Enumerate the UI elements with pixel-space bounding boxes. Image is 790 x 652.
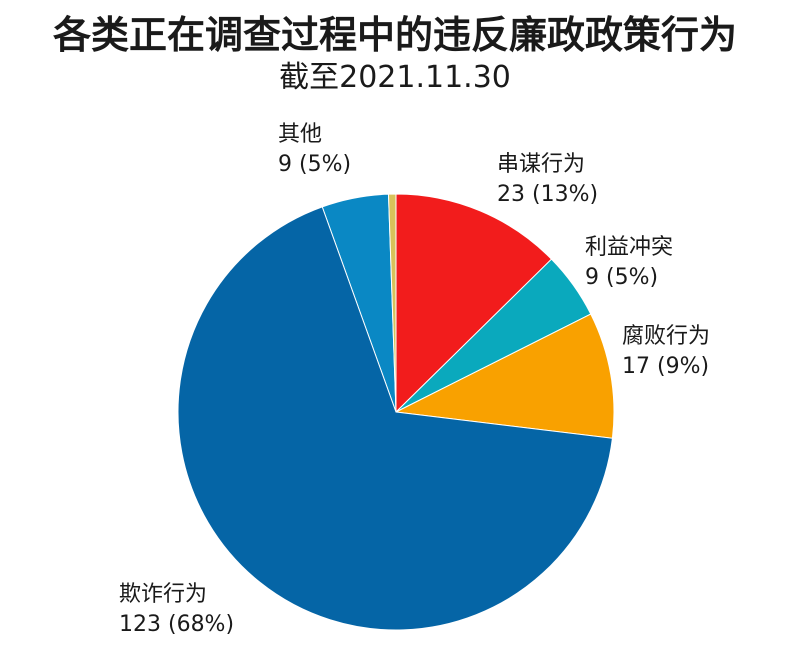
slice-value-corruption: 17 (9%) (622, 354, 710, 379)
slice-value-other: 9 (5%) (278, 152, 352, 177)
chart-subtitle: 截至2021.11.30 (279, 60, 511, 95)
slice-value-conflict: 9 (5%) (585, 265, 659, 290)
slice-corruption (394, 313, 615, 439)
slice-value-fraud: 123 (68%) (119, 612, 235, 637)
slice-name-fraud: 欺诈行为 (119, 582, 208, 607)
slice-name-other: 其他 (278, 122, 323, 147)
slice-value-collusion: 23 (13%) (497, 182, 599, 207)
slice-name-collusion: 串谋行为 (497, 152, 586, 177)
slice-name-corruption: 腐败行为 (622, 324, 711, 349)
slice-fraud (177, 206, 613, 631)
slice-label-corruption: 腐败行为 17 (9%) (622, 322, 710, 382)
slice-label-fraud: 欺诈行为 123 (68%) (119, 580, 234, 640)
slice-name-conflict: 利益冲突 (585, 235, 674, 260)
slice-label-collusion: 串谋行为 23 (13%) (497, 150, 598, 210)
chart-title: 各类正在调查过程中的违反廉政政策行为 (52, 13, 737, 57)
slice-label-conflict: 利益冲突 9 (5%) (585, 233, 673, 293)
slice-label-other: 其他 9 (5%) (278, 120, 351, 180)
slice-collusion (395, 193, 553, 414)
